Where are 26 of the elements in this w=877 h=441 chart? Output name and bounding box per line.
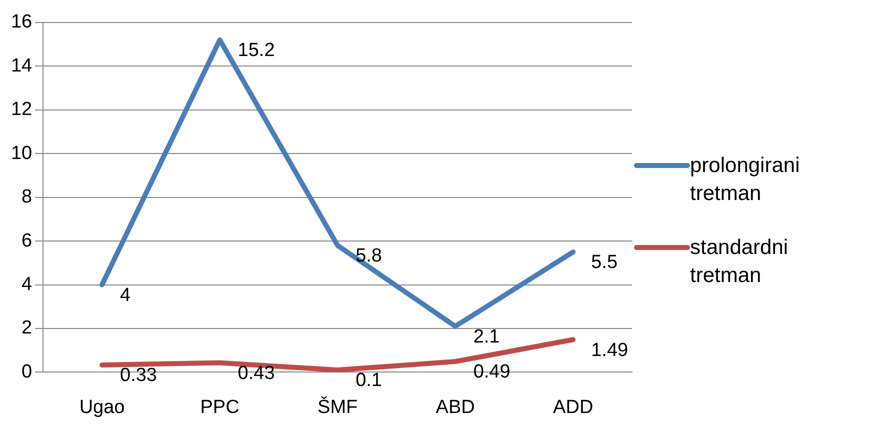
data-label: 0.1	[356, 370, 382, 392]
legend-label: prolongirani tretman	[690, 152, 801, 206]
x-tick-label: ABD	[436, 396, 475, 418]
data-label: 1.49	[591, 340, 628, 361]
legend-label: standardni tretman	[690, 234, 790, 288]
y-tick-label: 0	[22, 361, 32, 382]
y-tick-label: 8	[22, 186, 32, 208]
x-tick-label: ŠMF	[318, 396, 358, 418]
data-label: 0.49	[473, 362, 510, 383]
y-tick-label: 6	[22, 230, 32, 252]
y-tick-label: 10	[10, 142, 32, 164]
x-tick-label: Ugao	[79, 396, 125, 418]
data-label: 5.8	[356, 246, 382, 267]
y-tick-label: 16	[10, 12, 32, 33]
y-tick-label: 4	[22, 274, 33, 295]
x-tick-label: PPC	[200, 396, 240, 418]
x-tick-label: ADD	[553, 396, 594, 418]
data-label: 15.2	[238, 40, 275, 62]
y-tick-label: 14	[10, 55, 33, 76]
y-tick-label: 12	[10, 99, 32, 120]
data-label: 5.5	[591, 252, 618, 274]
data-label: 0.33	[120, 365, 158, 386]
data-label: 0.43	[238, 363, 275, 384]
data-label: 4	[120, 284, 132, 306]
y-tick-label: 2	[22, 318, 32, 339]
data-label: 2.1	[473, 326, 500, 348]
